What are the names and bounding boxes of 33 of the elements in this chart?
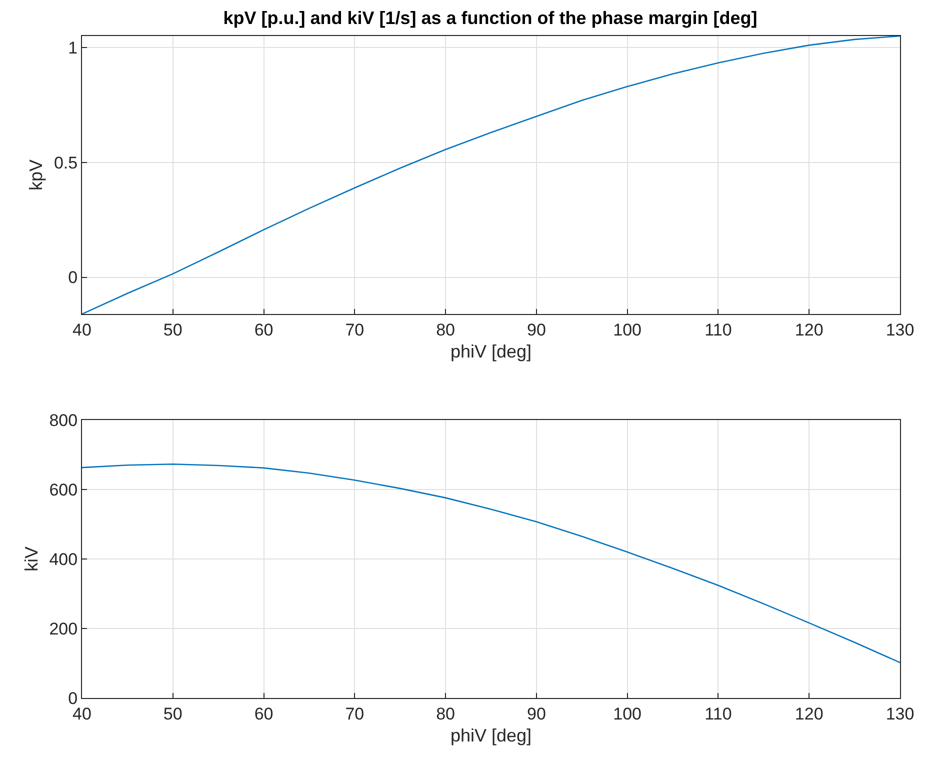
y-tick-label: 600	[49, 480, 78, 500]
x-tick-label: 100	[613, 704, 642, 724]
chart-title: kpV [p.u.] and kiV [1/s] as a function of the phase margin [deg]	[223, 8, 758, 28]
x-tick-label: 90	[526, 704, 546, 724]
x-tick-label: 60	[254, 704, 274, 724]
line-series	[82, 36, 900, 314]
x-tick-label: 90	[526, 320, 546, 340]
y-tick-label: 1	[68, 38, 78, 58]
x-tick-label: 130	[886, 320, 914, 340]
x-tick-label: 120	[794, 320, 824, 340]
x-tick-label: 60	[254, 320, 274, 340]
x-tick-label: 50	[163, 320, 182, 340]
x-tick-label: 70	[345, 320, 364, 340]
y-tick-label: 400	[49, 550, 78, 569]
x-axis-title: phiV [deg]	[450, 726, 532, 746]
y-tick-label: 0.5	[54, 153, 78, 172]
x-tick-label: 80	[436, 704, 456, 724]
y-tick-label: 0	[68, 268, 78, 288]
x-axis-title: phiV [deg]	[450, 342, 532, 362]
y-axis-title: kiV	[21, 546, 42, 572]
line-series	[82, 463, 900, 664]
x-tick-label: 110	[704, 704, 732, 724]
y-tick-label: 200	[49, 619, 78, 638]
y-axis-title: kpV	[26, 160, 46, 191]
x-tick-label: 100	[613, 320, 642, 340]
x-tick-label: 120	[794, 704, 824, 724]
y-tick-label: 800	[49, 410, 78, 430]
x-tick-label: 50	[163, 704, 182, 724]
x-tick-label: 80	[436, 320, 456, 340]
x-tick-label: 40	[72, 320, 92, 340]
x-tick-label: 130	[886, 704, 914, 724]
x-tick-label: 70	[345, 704, 364, 724]
x-tick-label: 110	[704, 320, 732, 340]
